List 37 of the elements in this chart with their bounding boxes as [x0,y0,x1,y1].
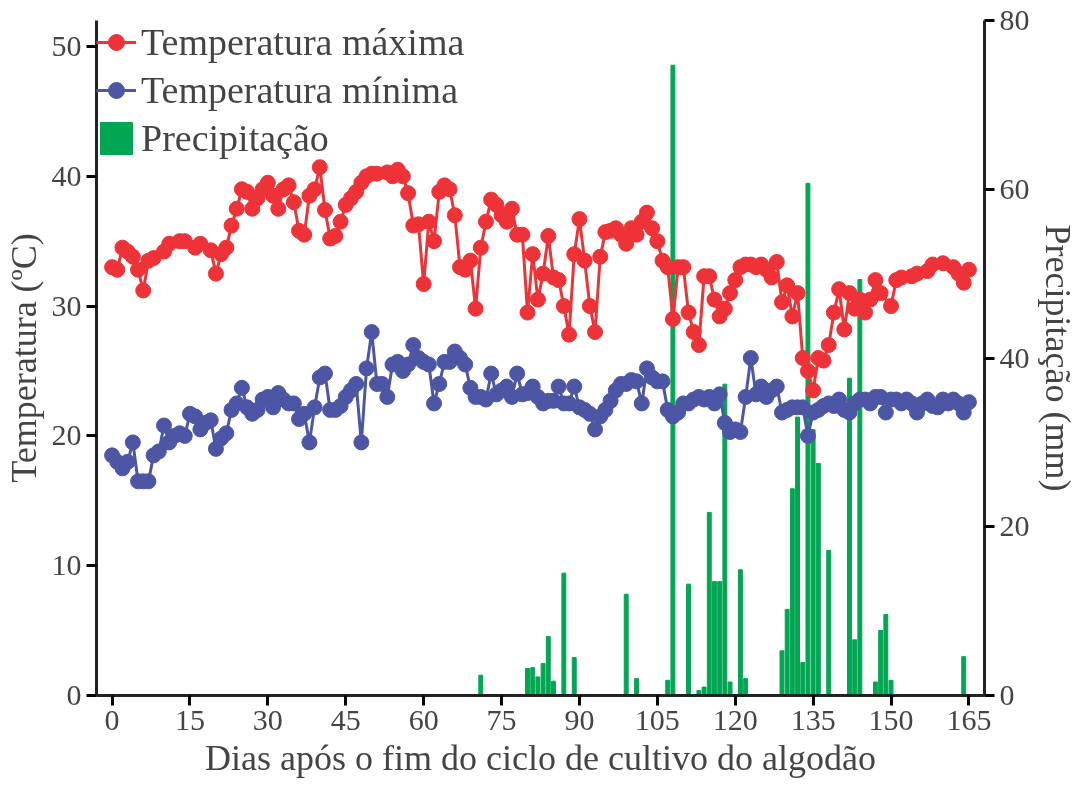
y-tick-label: 40 [51,158,82,192]
y-tick-label: 30 [51,288,82,322]
legend-label: Temperatura mínima [141,68,459,112]
y2-tick-label: 0 [999,678,1015,711]
x-tick-label: 105 [634,702,680,736]
x-tick-label: 120 [712,702,758,736]
x-tick-label: 150 [868,702,914,736]
x-tick-label: 75 [486,702,517,736]
y2-axis-title: Precipitação (mm) [1037,224,1078,492]
x-tick-label: 135 [790,702,836,736]
legend-label: Precipitação [141,116,329,160]
bar [826,549,832,696]
x-tick-label: 165 [946,702,992,736]
y-tick-label: 20 [51,418,82,452]
y-tick-label: 0 [66,678,82,711]
y-axis-title: Temperatura (ºC) [3,233,44,483]
y2-tick-label: 60 [999,171,1030,205]
y-tick-label: 10 [51,548,82,582]
bar [571,657,577,696]
bar [961,656,967,696]
y-tick-label: 50 [51,28,82,62]
bar [686,583,691,696]
x-tick-label: 15 [174,702,205,736]
y2-tick-label: 80 [999,3,1030,36]
bar [478,674,484,696]
x-axis-title: Dias após o fim do ciclo de cultivo do algodão [205,737,876,778]
y2-tick-label: 40 [999,340,1030,374]
bar [561,572,567,696]
x-tick-label: 30 [252,702,283,736]
bar [623,593,629,696]
x-tick-label: 45 [330,702,361,736]
bar [634,678,640,696]
x-tick-label: 60 [408,702,439,736]
x-tick-label: 0 [104,702,120,736]
y2-tick-label: 20 [999,509,1030,543]
x-tick-label: 90 [564,702,595,736]
legend-label: Temperatura máxima [141,20,465,64]
